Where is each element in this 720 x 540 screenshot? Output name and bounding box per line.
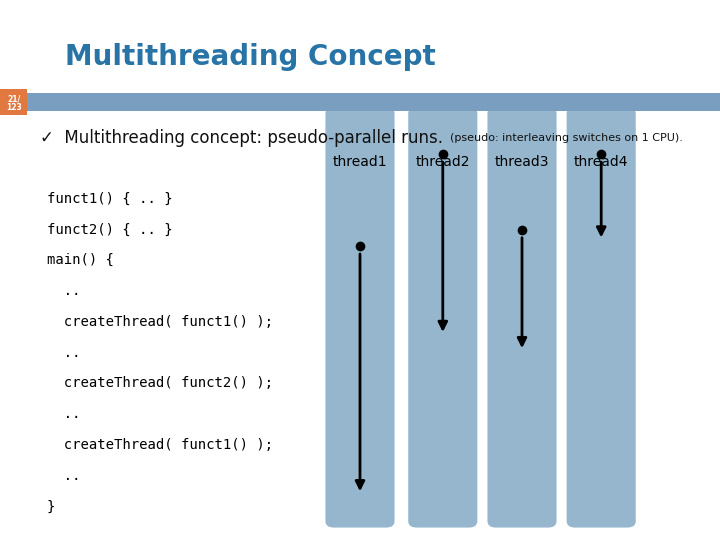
FancyBboxPatch shape [487, 107, 557, 528]
Text: ..: .. [47, 284, 81, 298]
FancyBboxPatch shape [408, 107, 477, 528]
FancyBboxPatch shape [325, 107, 395, 528]
Text: ..: .. [47, 346, 81, 360]
Text: 21/: 21/ [7, 94, 20, 104]
Text: thread2: thread2 [415, 155, 470, 169]
Text: funct2() { .. }: funct2() { .. } [47, 222, 172, 237]
Text: thread4: thread4 [574, 155, 629, 169]
Text: createThread( funct1() );: createThread( funct1() ); [47, 438, 273, 452]
Text: createThread( funct2() );: createThread( funct2() ); [47, 376, 273, 390]
Text: }: } [47, 500, 55, 514]
Text: 123: 123 [6, 103, 22, 112]
Text: ✓  Multithreading concept: pseudo-parallel runs.: ✓ Multithreading concept: pseudo-paralle… [40, 129, 443, 147]
Text: thread1: thread1 [333, 155, 387, 169]
Text: thread3: thread3 [495, 155, 549, 169]
Text: ..: .. [47, 407, 81, 421]
Text: main() {: main() { [47, 253, 114, 267]
Text: funct1() { .. }: funct1() { .. } [47, 192, 172, 206]
Text: Multithreading Concept: Multithreading Concept [65, 43, 436, 71]
Text: createThread( funct1() );: createThread( funct1() ); [47, 315, 273, 329]
Bar [0, 93, 720, 111]
Text: ..: .. [47, 469, 81, 483]
Text: (pseudo: interleaving switches on 1 CPU).: (pseudo: interleaving switches on 1 CPU)… [450, 133, 683, 143]
Bar [0, 89, 27, 115]
FancyBboxPatch shape [567, 107, 636, 528]
